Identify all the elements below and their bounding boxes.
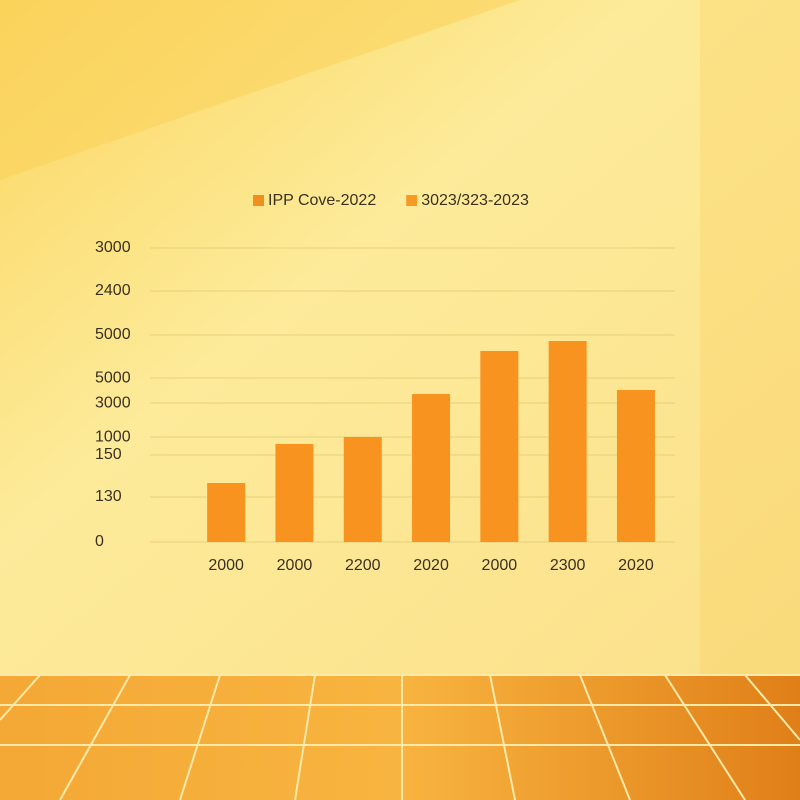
legend-swatch [253, 195, 264, 206]
bar [275, 444, 314, 542]
bar [548, 341, 587, 542]
x-tick-label: 2020 [413, 557, 449, 574]
x-tick-label: 2000 [482, 557, 518, 574]
legend-label: 3023/323-2023 [421, 192, 529, 209]
y-tick-label: 5000 [95, 369, 131, 386]
x-tick-label: 2300 [550, 557, 586, 574]
bar [207, 483, 246, 542]
x-tick-label: 2200 [345, 557, 381, 574]
bar [343, 437, 382, 542]
y-tick-label: 2400 [95, 282, 131, 299]
shadow [0, 0, 520, 180]
floor [0, 675, 800, 800]
bar [480, 350, 519, 542]
y-tick-label: 150 [95, 446, 122, 463]
bar [412, 394, 451, 542]
y-tick-label: 5000 [95, 326, 131, 343]
y-tick-label: 0 [95, 533, 104, 550]
shadow [700, 0, 800, 675]
x-tick-label: 2000 [208, 557, 244, 574]
legend-label: IPP Cove-2022 [268, 192, 376, 209]
floor-tiles [0, 674, 800, 800]
y-tick-label: 3000 [95, 394, 131, 411]
y-tick-label: 130 [95, 488, 122, 505]
legend-swatch [406, 195, 418, 206]
y-tick-label: 3000 [95, 239, 131, 256]
bar [616, 390, 655, 542]
x-tick-label: 2020 [618, 557, 654, 574]
y-tick-label: 1000 [95, 428, 131, 445]
x-tick-label: 2000 [277, 557, 313, 574]
